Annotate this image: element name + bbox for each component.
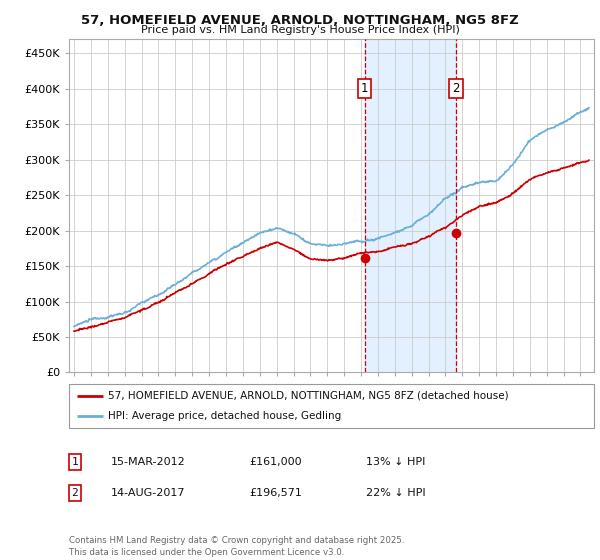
- FancyBboxPatch shape: [69, 384, 594, 428]
- Text: 15-MAR-2012: 15-MAR-2012: [111, 457, 186, 467]
- Text: HPI: Average price, detached house, Gedling: HPI: Average price, detached house, Gedl…: [109, 411, 341, 421]
- Text: Contains HM Land Registry data © Crown copyright and database right 2025.
This d: Contains HM Land Registry data © Crown c…: [69, 536, 404, 557]
- Text: 22% ↓ HPI: 22% ↓ HPI: [366, 488, 425, 498]
- Text: £161,000: £161,000: [249, 457, 302, 467]
- Text: 1: 1: [71, 457, 79, 467]
- Text: Price paid vs. HM Land Registry's House Price Index (HPI): Price paid vs. HM Land Registry's House …: [140, 25, 460, 35]
- Text: £196,571: £196,571: [249, 488, 302, 498]
- Text: 2: 2: [452, 82, 460, 95]
- Bar: [365, 39, 456, 372]
- Text: 57, HOMEFIELD AVENUE, ARNOLD, NOTTINGHAM, NG5 8FZ: 57, HOMEFIELD AVENUE, ARNOLD, NOTTINGHAM…: [81, 14, 519, 27]
- Text: 57, HOMEFIELD AVENUE, ARNOLD, NOTTINGHAM, NG5 8FZ (detached house): 57, HOMEFIELD AVENUE, ARNOLD, NOTTINGHAM…: [109, 391, 509, 401]
- Text: 13% ↓ HPI: 13% ↓ HPI: [366, 457, 425, 467]
- Text: 14-AUG-2017: 14-AUG-2017: [111, 488, 185, 498]
- Text: 2: 2: [71, 488, 79, 498]
- Text: 1: 1: [361, 82, 368, 95]
